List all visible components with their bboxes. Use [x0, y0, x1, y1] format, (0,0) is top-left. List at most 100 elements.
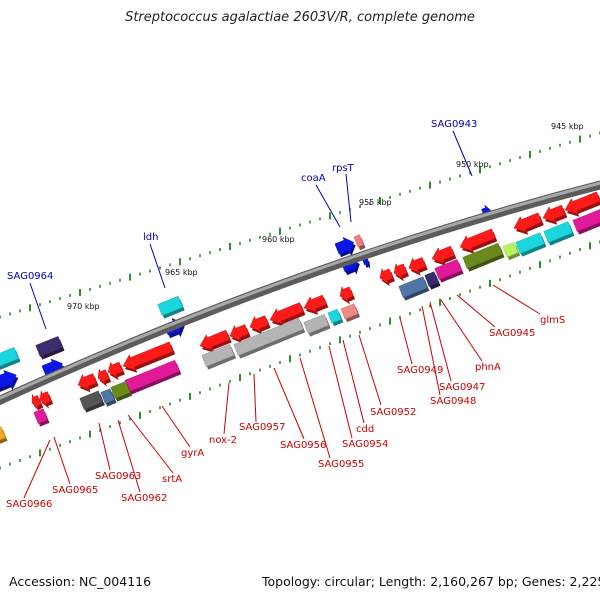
gene-block-reverse-red[interactable] — [431, 245, 457, 266]
gene-block-sag0962[interactable] — [100, 388, 117, 407]
gene-block-reverse-red[interactable] — [39, 389, 54, 409]
topology-text: Topology: circular; Length: 2,160,267 bp… — [262, 574, 600, 589]
label-connector-line — [342, 339, 365, 424]
map-title: Streptococcus agalactiae 2603V/R, comple… — [125, 10, 475, 25]
scale-label-955: 955 kbp — [359, 198, 392, 207]
gene-label-sag0943[interactable]: SAG0943 — [431, 119, 477, 130]
gene-block-left-orange[interactable] — [0, 426, 8, 445]
gene-block-reverse-red[interactable] — [31, 394, 44, 413]
gene-block-nox2-grey[interactable] — [201, 343, 237, 370]
gene-block-sag0947[interactable] — [434, 259, 464, 283]
gene-block-lime[interactable] — [502, 242, 521, 261]
gene-block-reverse-red[interactable] — [199, 329, 232, 353]
gene-label-gyra[interactable]: gyrA — [181, 448, 204, 459]
gene-label-rpst[interactable]: rpsT — [332, 163, 355, 174]
gene-label-sag0957[interactable]: SAG0957 — [239, 422, 285, 433]
gene-block-sag0945-cyan[interactable] — [515, 232, 547, 257]
gene-label-sag0947[interactable]: SAG0947 — [439, 382, 485, 393]
label-connector-line — [440, 299, 483, 362]
gene-label-sag0945[interactable]: SAG0945 — [489, 328, 535, 339]
gene-label-sag0949[interactable]: SAG0949 — [397, 365, 443, 376]
label-connector-line — [253, 373, 257, 423]
scale-ticks — [0, 131, 600, 470]
gene-label-nox-2[interactable]: nox-2 — [209, 435, 237, 446]
accession-text: Accession: NC_004116 — [9, 574, 152, 589]
scale-label-945: 945 kbp — [551, 122, 584, 131]
gene-block-sag0966[interactable] — [33, 408, 50, 427]
label-connector-line — [127, 414, 174, 474]
gene-block-reverse-red[interactable] — [77, 373, 99, 393]
label-connector-line — [299, 357, 331, 459]
gene-block-small-pink[interactable] — [353, 234, 366, 251]
gene-block-srta[interactable] — [110, 381, 133, 402]
gene-block-reverse-red[interactable] — [249, 315, 271, 335]
gene-block-reverse-red[interactable] — [459, 228, 498, 254]
gene-block-rpst[interactable] — [334, 236, 356, 258]
gene-block-reverse-red[interactable] — [269, 302, 306, 327]
label-connector-line — [161, 405, 191, 448]
label-connector-line — [29, 282, 47, 330]
gene-block-reverse-red[interactable] — [513, 212, 544, 235]
gene-block-reverse-red[interactable] — [107, 361, 125, 381]
gene-block-sag0955[interactable] — [233, 317, 306, 359]
label-connector-line — [23, 439, 51, 499]
label-connector-line — [345, 173, 352, 223]
gene-block-left-blue[interactable] — [0, 369, 19, 392]
gene-block-cdd[interactable] — [327, 308, 344, 327]
scale-label-965: 965 kbp — [165, 268, 198, 277]
label-connector-line — [117, 419, 141, 493]
label-connector-line — [492, 284, 541, 315]
gene-block-left-cyan[interactable] — [0, 347, 21, 370]
label-connector-line — [452, 130, 473, 177]
gene-label-sag0952[interactable]: SAG0952 — [370, 407, 416, 418]
label-connector-line — [273, 367, 305, 440]
gene-block-sag0963[interactable] — [79, 390, 105, 413]
label-connector-line — [53, 436, 71, 485]
gene-block-sag0964[interactable] — [35, 336, 65, 360]
gene-label-sag0963[interactable]: SAG0963 — [95, 471, 141, 482]
gene-features — [0, 191, 600, 445]
gene-block-glms-cyan[interactable] — [543, 221, 575, 246]
gene-block-phna[interactable] — [462, 242, 505, 272]
gene-label-sag0965[interactable]: SAG0965 — [52, 485, 98, 496]
scale-labels: 945 kbp 950 kbp 955 kbp 960 kbp 965 kbp … — [67, 122, 584, 311]
gene-block-reverse-red[interactable] — [339, 285, 355, 305]
gene-label-sag0956[interactable]: SAG0956 — [280, 440, 326, 451]
label-connector-line — [328, 345, 353, 439]
gene-label-sag0948[interactable]: SAG0948 — [430, 396, 476, 407]
gene-label-sag0954[interactable]: SAG0954 — [342, 439, 388, 450]
gene-label-glms[interactable]: glmS — [540, 315, 565, 326]
gene-label-cdd[interactable]: cdd — [356, 424, 374, 435]
gene-label-sag0955[interactable]: SAG0955 — [318, 459, 364, 470]
gene-labels: SAG0943 rpsT coaA ldh SAG0964 glmS SAG09… — [6, 119, 565, 510]
label-connector-line — [98, 422, 111, 471]
gene-block-sag0949[interactable] — [398, 276, 430, 301]
gene-label-ldh[interactable]: ldh — [143, 232, 158, 243]
gene-block-ldh[interactable] — [157, 295, 185, 319]
label-connector-line — [358, 334, 382, 406]
gene-label-sag0966[interactable]: SAG0966 — [6, 499, 52, 510]
gene-label-coaa[interactable]: coaA — [301, 173, 326, 184]
scale-label-970: 970 kbp — [67, 302, 100, 311]
label-connectors — [23, 130, 541, 499]
label-connector-line — [456, 294, 496, 328]
gene-block-reverse-red[interactable] — [564, 191, 600, 217]
gene-block-reverse-red[interactable] — [408, 257, 428, 276]
gene-label-sag0964[interactable]: SAG0964 — [7, 271, 53, 282]
gene-block-reverse-red[interactable] — [393, 262, 409, 282]
gene-block-sag0948[interactable] — [424, 271, 441, 290]
gene-block-reverse-red[interactable] — [97, 367, 112, 387]
gene-block-sag0954[interactable] — [303, 313, 331, 337]
gene-block-reverse-red[interactable] — [122, 341, 176, 373]
gene-label-phna[interactable]: phnA — [475, 362, 501, 373]
gene-block-sag0952[interactable] — [340, 303, 360, 323]
gene-block-reverse-red[interactable] — [229, 324, 251, 344]
gene-block-reverse-red[interactable] — [542, 204, 568, 225]
gene-label-sag0962[interactable]: SAG0962 — [121, 493, 167, 504]
gene-block-reverse-red[interactable] — [379, 267, 395, 287]
gene-block-reverse-red[interactable] — [303, 294, 329, 315]
gene-block-glms-magenta[interactable] — [572, 209, 600, 235]
gene-label-srta[interactable]: srtA — [162, 474, 182, 485]
label-connector-line — [399, 317, 413, 365]
